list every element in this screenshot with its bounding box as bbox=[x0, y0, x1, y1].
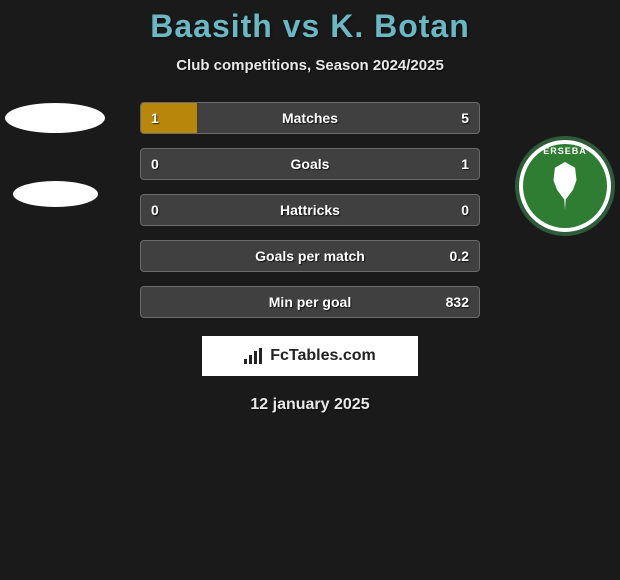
stat-label: Goals bbox=[141, 156, 479, 172]
page-title: Baasith vs K. Botan bbox=[0, 8, 620, 45]
stat-label: Goals per match bbox=[141, 248, 479, 264]
stat-right-value: 832 bbox=[446, 294, 469, 310]
date-text: 12 january 2025 bbox=[0, 396, 620, 414]
stat-row: Goals per match 0.2 bbox=[0, 240, 620, 272]
stat-label: Matches bbox=[141, 110, 479, 126]
stat-right-value: 1 bbox=[461, 156, 469, 172]
brand-box: FcTables.com bbox=[202, 336, 418, 376]
stat-row: 1 Matches 5 bbox=[0, 102, 620, 134]
stat-bar-gpm: Goals per match 0.2 bbox=[140, 240, 480, 272]
stat-right-value: 0.2 bbox=[450, 248, 469, 264]
stat-bar-goals: 0 Goals 1 bbox=[140, 148, 480, 180]
stat-row: Min per goal 832 bbox=[0, 286, 620, 318]
stat-label: Hattricks bbox=[141, 202, 479, 218]
stat-row: 0 Hattricks 0 bbox=[0, 194, 620, 226]
stat-bar-hattricks: 0 Hattricks 0 bbox=[140, 194, 480, 226]
infographic-root: Baasith vs K. Botan Club competitions, S… bbox=[0, 0, 620, 414]
stat-right-value: 5 bbox=[461, 110, 469, 126]
stat-bar-matches: 1 Matches 5 bbox=[140, 102, 480, 134]
stat-bar-mpg: Min per goal 832 bbox=[140, 286, 480, 318]
brand-text: FcTables.com bbox=[270, 347, 376, 365]
bar-chart-icon bbox=[244, 348, 264, 364]
stat-right-value: 0 bbox=[461, 202, 469, 218]
stat-label: Min per goal bbox=[141, 294, 479, 310]
stat-row: 0 Goals 1 ERSEBA bbox=[0, 148, 620, 180]
ellipse-icon bbox=[5, 103, 105, 133]
crest-text: ERSEBA bbox=[523, 146, 607, 156]
